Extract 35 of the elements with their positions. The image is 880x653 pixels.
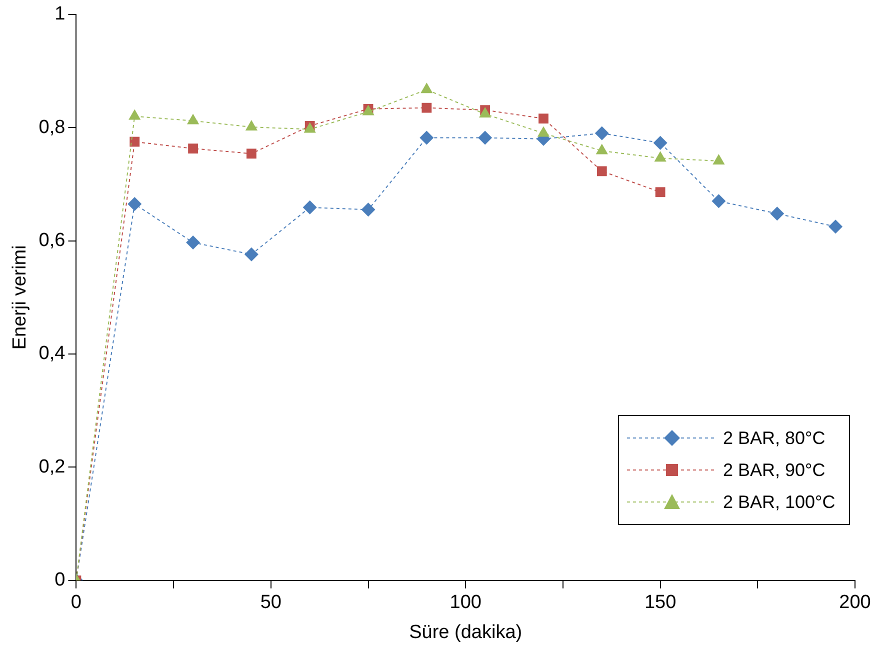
- point: [128, 197, 142, 212]
- y-tick-label: 0: [54, 570, 66, 591]
- point: [246, 148, 256, 159]
- point: [361, 202, 376, 217]
- point: [538, 114, 548, 124]
- point: [244, 247, 258, 262]
- y-tick-label: 1: [54, 4, 66, 25]
- point: [594, 126, 609, 140]
- point: [478, 130, 492, 145]
- point: [130, 136, 140, 147]
- point: [422, 102, 432, 113]
- x-tick-label: 100: [450, 592, 482, 614]
- point: [655, 187, 666, 198]
- y-tick-label: 0,4: [38, 343, 66, 364]
- point: [420, 130, 434, 145]
- legend-label: 2 BAR, 100°C: [723, 492, 836, 513]
- point: [302, 200, 317, 214]
- x-tick-label: 50: [260, 592, 282, 614]
- x-tick-label: 0: [70, 592, 82, 614]
- point: [596, 166, 607, 176]
- legend-label: 2 BAR, 80°C: [723, 428, 826, 449]
- y-axis-title: Enerji verimi: [10, 245, 31, 350]
- y-tick-label: 0,2: [38, 456, 66, 478]
- x-axis-title: Süre (dakika): [409, 622, 522, 643]
- point: [770, 206, 784, 221]
- legend-label: 2 BAR, 90°C: [723, 460, 826, 481]
- y-tick-label: 0,8: [38, 116, 66, 138]
- x-tick-label: 200: [839, 592, 871, 614]
- x-tick-label: 150: [644, 592, 676, 614]
- point: [186, 236, 200, 250]
- point: [828, 220, 843, 234]
- point: [653, 136, 668, 150]
- point: [188, 144, 198, 154]
- point: [712, 194, 726, 208]
- y-tick-label: 0,6: [38, 230, 66, 252]
